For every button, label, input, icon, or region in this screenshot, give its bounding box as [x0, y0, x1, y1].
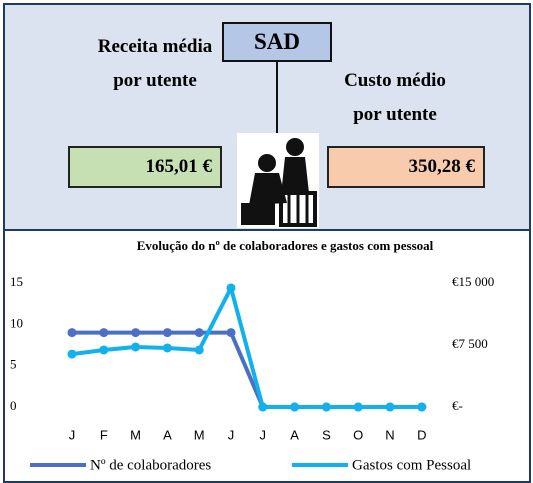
- y-tick-label: 15: [10, 274, 23, 289]
- point: [131, 342, 141, 352]
- y-tick-label: 5: [10, 357, 17, 372]
- x-tick-label: N: [385, 427, 394, 442]
- y-tick-label: 10: [10, 315, 23, 330]
- point: [99, 328, 109, 338]
- chart-title: Evolução do nº de colaboradores e gastos…: [136, 238, 434, 253]
- point: [99, 345, 109, 355]
- x-tick-label: M: [194, 427, 205, 442]
- point: [258, 402, 268, 412]
- care-icon: [237, 133, 319, 228]
- point: [385, 402, 395, 412]
- x-tick-label: A: [290, 427, 299, 442]
- chart-area: [3, 229, 531, 483]
- point: [67, 349, 77, 359]
- x-tick-label: O: [353, 427, 363, 442]
- point: [67, 328, 77, 338]
- point: [353, 402, 363, 412]
- y2-tick-label: €15 000: [452, 274, 494, 289]
- x-tick-label: A: [163, 427, 172, 442]
- point: [321, 402, 331, 412]
- point: [194, 345, 204, 355]
- point: [162, 343, 172, 353]
- left-label: Receita média por utente: [97, 36, 213, 91]
- x-tick-label: J: [228, 427, 235, 442]
- point: [290, 402, 300, 412]
- point: [162, 328, 172, 338]
- right-value: 350,28 €: [327, 146, 485, 188]
- connector: [276, 62, 278, 134]
- x-tick-label: M: [130, 427, 141, 442]
- left-value: 165,01 €: [68, 146, 222, 188]
- title-box: SAD: [222, 22, 332, 62]
- y-tick-label: 0: [10, 398, 17, 413]
- x-tick-label: J: [260, 427, 267, 442]
- x-tick-label: S: [322, 427, 331, 442]
- right-label: Custo médio por utente: [344, 70, 446, 125]
- x-tick-label: F: [100, 427, 108, 442]
- point: [194, 328, 204, 338]
- point: [226, 283, 236, 293]
- point: [226, 328, 236, 338]
- x-tick-label: D: [417, 427, 426, 442]
- series-line: [71, 285, 422, 409]
- legend-label: Gastos com Pessoal: [352, 457, 471, 473]
- point: [417, 402, 427, 412]
- y2-tick-label: €7 500: [452, 336, 488, 351]
- point: [131, 328, 141, 338]
- legend-label: Nº de colaboradores: [90, 457, 211, 473]
- y2-tick-label: €-: [452, 398, 463, 413]
- x-tick-label: J: [69, 427, 76, 442]
